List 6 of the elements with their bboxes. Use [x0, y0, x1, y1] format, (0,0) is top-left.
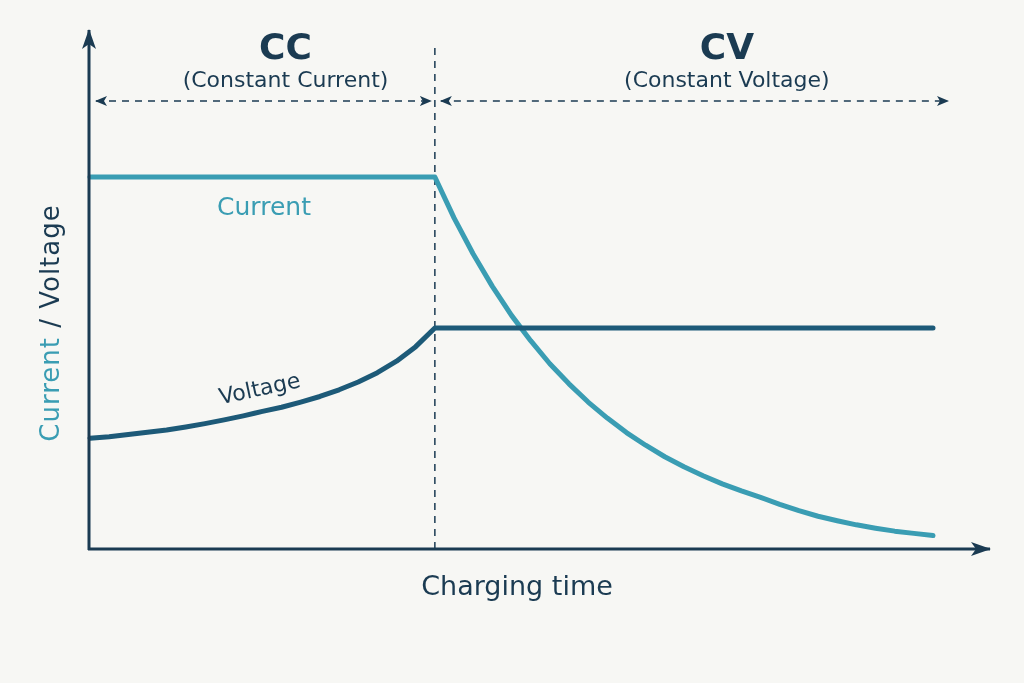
text: Voltage — [216, 367, 303, 410]
text: CV (Constant Voltage) — [624, 26, 830, 92]
y-axis-title: Current / Voltage — [35, 204, 65, 442]
text: CC (Constant Current) — [182, 26, 389, 92]
x-axis-title: Charging time — [421, 570, 613, 601]
series-label: Current — [217, 192, 312, 221]
